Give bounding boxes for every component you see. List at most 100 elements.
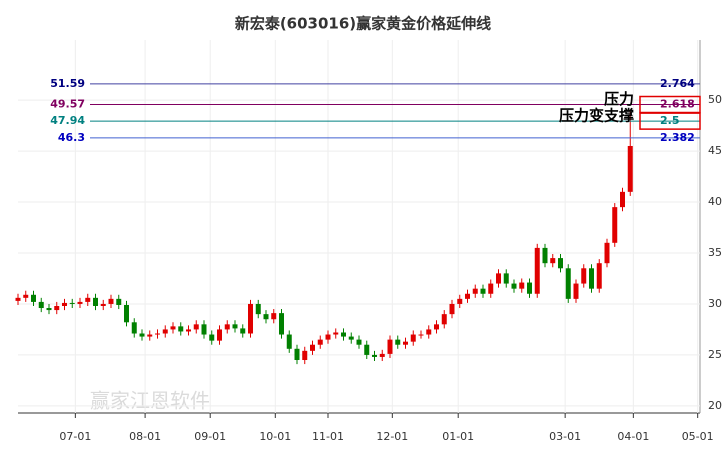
candle-body xyxy=(465,293,470,299)
candle-body xyxy=(294,348,300,361)
x-tick-label: 08-01 xyxy=(129,430,161,443)
candle-body xyxy=(85,297,91,302)
candle-body xyxy=(620,191,625,208)
candle-body xyxy=(31,294,36,302)
candle-body xyxy=(201,324,207,335)
level-price: 47.94 xyxy=(50,114,85,127)
candle-body xyxy=(457,298,463,304)
x-tick-label: 07-01 xyxy=(59,430,91,443)
candle-body xyxy=(240,328,246,334)
level-ratio: 2.618 xyxy=(660,98,695,111)
x-tick-label: 01-01 xyxy=(442,430,474,443)
x-tick-label: 04-01 xyxy=(617,430,649,443)
candle-body xyxy=(147,334,153,337)
level-ratio: 2.764 xyxy=(660,77,695,90)
x-tick-label: 11-01 xyxy=(312,430,344,443)
candle-body xyxy=(131,322,137,334)
candle-body xyxy=(550,258,556,264)
candle-body xyxy=(69,302,75,304)
candle-body xyxy=(317,339,323,345)
level-price: 46.3 xyxy=(58,131,85,144)
candle-body xyxy=(209,334,215,341)
candle-body xyxy=(534,247,540,294)
candle-body xyxy=(542,247,548,264)
y-tick-label: 40 xyxy=(708,195,722,208)
level-ratio: 2.382 xyxy=(660,131,695,144)
candle-body xyxy=(573,283,579,299)
candle-body xyxy=(217,329,222,341)
candle-body xyxy=(54,305,60,311)
candle-body xyxy=(627,145,633,192)
candle-body xyxy=(488,283,494,294)
y-tick-label: 45 xyxy=(708,144,722,157)
y-tick-label: 30 xyxy=(708,297,722,310)
candle-body xyxy=(434,324,439,330)
candle-body xyxy=(565,268,571,299)
candle-body xyxy=(519,282,525,289)
level-annotation: 压力变支撑 xyxy=(559,107,634,125)
candle-body xyxy=(480,288,486,294)
candle-body xyxy=(279,313,284,335)
candle-body xyxy=(379,353,385,357)
candle-body xyxy=(527,282,532,294)
candle-body xyxy=(372,354,377,357)
candle-body xyxy=(341,332,346,337)
candle-body xyxy=(472,288,478,294)
candle-body xyxy=(581,268,587,284)
candle-body xyxy=(596,263,602,289)
y-tick-label: 20 xyxy=(708,399,722,412)
candle-body xyxy=(155,333,160,335)
candle-body xyxy=(395,339,401,345)
x-tick-label: 05-01 xyxy=(682,430,714,443)
candle-body xyxy=(178,326,184,332)
candle-body xyxy=(403,341,408,345)
candle-body xyxy=(449,303,455,315)
candle-body xyxy=(612,207,618,243)
candle-body xyxy=(162,329,168,334)
candle-body xyxy=(604,242,610,264)
candle-body xyxy=(62,302,67,306)
y-tick-label: 50 xyxy=(708,93,722,106)
candle-body xyxy=(271,313,277,320)
candle-body xyxy=(46,308,52,311)
candle-body xyxy=(589,268,594,289)
candle-body xyxy=(38,301,44,309)
candle-body xyxy=(248,303,253,334)
candle-body xyxy=(255,303,261,315)
candle-body xyxy=(302,350,308,361)
candle-body xyxy=(186,329,191,332)
candle-body xyxy=(139,333,145,337)
candle-body xyxy=(441,314,447,325)
candle-body xyxy=(170,326,176,330)
candle-body xyxy=(124,304,129,323)
candle-body xyxy=(356,339,362,345)
candle-body xyxy=(232,324,238,329)
candle-body xyxy=(100,303,106,306)
candle-body xyxy=(15,297,21,301)
y-tick-label: 35 xyxy=(708,246,722,259)
candle-body xyxy=(310,344,315,351)
level-annotation: 压力 xyxy=(604,90,634,108)
x-tick-label: 09-01 xyxy=(194,430,226,443)
candle-body xyxy=(333,332,339,335)
candle-body xyxy=(387,339,393,354)
x-tick-label: 03-01 xyxy=(549,430,581,443)
x-tick-label: 10-01 xyxy=(259,430,291,443)
candle-body xyxy=(558,258,563,269)
x-tick-label: 12-01 xyxy=(376,430,408,443)
candle-body xyxy=(364,344,370,355)
chart-title: 新宏泰(603016)赢家黄金价格延伸线 xyxy=(235,15,491,33)
candle-body xyxy=(511,283,517,289)
candle-body xyxy=(108,298,114,304)
candle-body xyxy=(77,301,83,304)
candle-body xyxy=(503,273,509,284)
level-price: 51.59 xyxy=(50,77,85,90)
candle-body xyxy=(93,297,98,306)
candle-body xyxy=(325,334,331,340)
candle-body xyxy=(410,334,416,342)
candle-body xyxy=(23,294,29,298)
candle-body xyxy=(193,324,199,330)
candle-body xyxy=(116,298,122,305)
candle-body xyxy=(263,314,269,320)
